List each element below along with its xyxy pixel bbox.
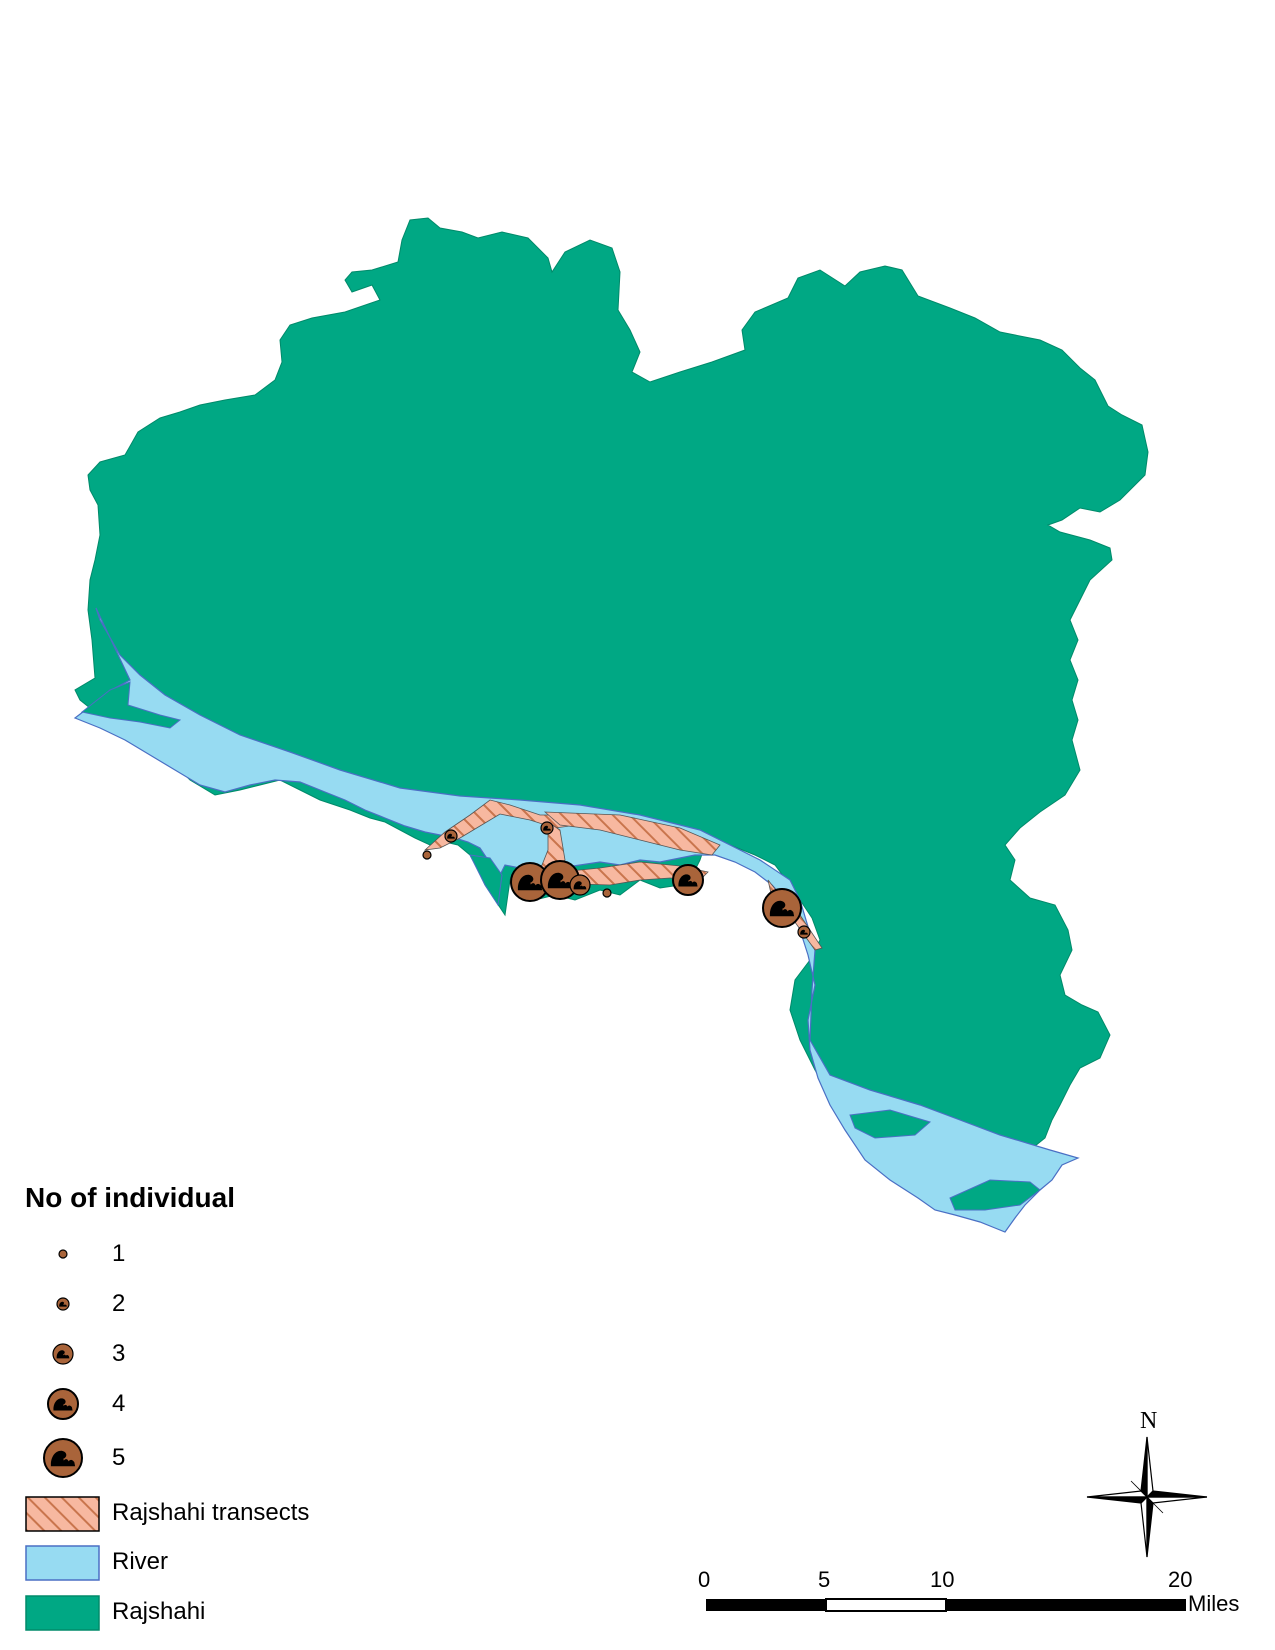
- legend-label: 4: [112, 1390, 126, 1417]
- legend-item-rajshahi: Rajshahi: [0, 1591, 420, 1635]
- legend-item-count: 1: [0, 1232, 420, 1276]
- compass-rose-icon: [1086, 1436, 1208, 1558]
- river-polygon: [73, 607, 1080, 1233]
- legend-label: 1: [112, 1240, 126, 1267]
- legend-item-count: 4: [0, 1382, 420, 1426]
- observation-marker: [444, 829, 458, 843]
- legend-label: Rajshahi: [112, 1598, 206, 1625]
- legend-title: No of individual: [25, 1182, 235, 1213]
- rajshahi-district-polygon: [74, 217, 1149, 1211]
- transect-polygon: [543, 811, 721, 856]
- legend-label: 5: [112, 1444, 126, 1471]
- river-island: [80, 681, 182, 729]
- observation-marker: [602, 888, 612, 898]
- observation-marker: [52, 1343, 74, 1365]
- observation-marker: [672, 864, 704, 896]
- legend-label: 2: [112, 1290, 126, 1317]
- observation-marker: [58, 1249, 68, 1259]
- legend-item-river: River: [0, 1541, 420, 1585]
- river-island: [469, 854, 503, 907]
- count-marker-icon: [58, 1249, 68, 1259]
- transect-swatch-icon: [25, 1496, 100, 1532]
- count-marker-icon: [56, 1297, 70, 1311]
- count-marker-icon: [47, 1388, 79, 1420]
- rajshahi-swatch-icon: [25, 1595, 100, 1631]
- observation-marker: [422, 850, 432, 860]
- legend-label: River: [112, 1548, 169, 1575]
- scale-tick-label: 20: [1168, 1567, 1193, 1592]
- scale-bar: [706, 1598, 1186, 1612]
- legend-item-transects: Rajshahi transects: [0, 1492, 420, 1536]
- count-marker-icon: [43, 1438, 83, 1478]
- observation-marker: [797, 925, 811, 939]
- observation-marker: [47, 1388, 79, 1420]
- scale-tick-label: 10: [930, 1567, 955, 1592]
- observation-marker: [56, 1297, 70, 1311]
- river-island: [849, 1109, 932, 1139]
- legend-item-count: 2: [0, 1282, 420, 1326]
- scale-tick-label: 0: [698, 1567, 711, 1592]
- north-label: N: [1140, 1408, 1158, 1434]
- observation-marker: [540, 821, 554, 835]
- legend-label: 3: [112, 1340, 126, 1367]
- legend-item-count: 5: [0, 1436, 420, 1480]
- observation-marker: [43, 1438, 83, 1478]
- scale-unit-label: Miles: [1188, 1591, 1240, 1616]
- scale-tick-label: 5: [818, 1567, 831, 1592]
- observation-marker: [762, 888, 802, 928]
- river-island: [949, 1179, 1041, 1211]
- legend-item-count: 3: [0, 1332, 420, 1376]
- observation-markers: [422, 821, 811, 939]
- count-marker-icon: [52, 1343, 74, 1365]
- observation-marker: [569, 874, 591, 896]
- legend-label: Rajshahi transects: [112, 1499, 310, 1526]
- river-swatch-icon: [25, 1545, 100, 1581]
